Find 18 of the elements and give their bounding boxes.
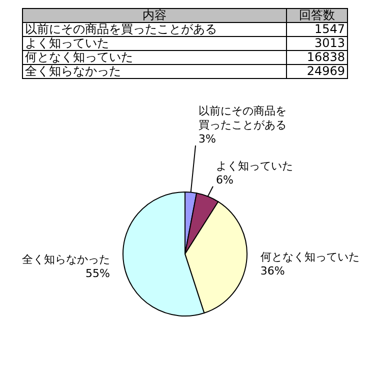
data-label: 36%: [260, 264, 285, 278]
slice-label: 全く知らなかった: [22, 252, 110, 266]
data-label: 3%: [198, 132, 216, 146]
data-label: 55%: [85, 266, 110, 280]
slice-label: 以前にその商品を買ったことがある: [198, 104, 287, 132]
slice-label: よく知っていた: [216, 159, 293, 172]
data-label: 1547: [286, 22, 348, 36]
category-label: よく知っていた: [22, 36, 286, 50]
category-label: 何となく知っていた: [22, 50, 286, 64]
data-label: 6%: [216, 173, 234, 186]
data-label: 24969: [286, 64, 348, 78]
category-label: 全く知らなかった: [22, 64, 286, 78]
data-label: 16838: [286, 50, 348, 64]
text: 内容: [22, 8, 286, 22]
data-label: 3013: [286, 36, 348, 50]
text: 回答数: [286, 8, 348, 22]
slice-label: 何となく知っていた: [260, 250, 360, 264]
category-label: 以前にその商品を買ったことがある: [22, 22, 286, 36]
